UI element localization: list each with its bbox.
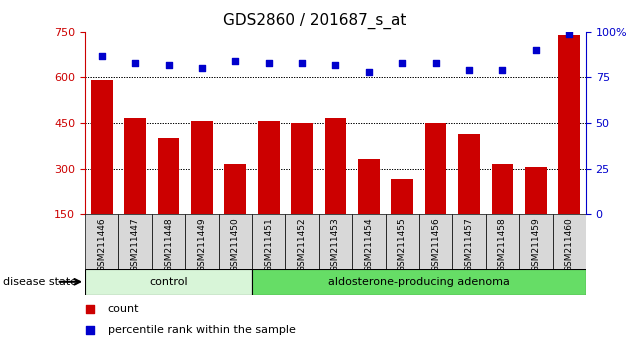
Text: GSM211456: GSM211456	[431, 217, 440, 272]
Point	[331, 62, 341, 68]
Point	[364, 69, 374, 75]
Bar	[324, 119, 346, 214]
Point	[397, 60, 407, 66]
Point	[464, 67, 474, 73]
Point	[564, 31, 575, 36]
Point	[197, 65, 207, 71]
Text: GSM211453: GSM211453	[331, 217, 340, 272]
Bar	[291, 123, 313, 214]
Text: GSM211448: GSM211448	[164, 217, 173, 272]
Bar	[519, 214, 553, 269]
Text: aldosterone-producing adenoma: aldosterone-producing adenoma	[328, 277, 510, 287]
Text: GSM211452: GSM211452	[297, 217, 307, 272]
Bar	[252, 214, 285, 269]
Text: control: control	[149, 277, 188, 287]
Point	[376, 27, 386, 33]
Point	[376, 220, 386, 225]
Bar	[419, 214, 452, 269]
Point	[97, 53, 107, 58]
Bar	[491, 164, 513, 214]
Bar	[91, 80, 113, 214]
Bar	[158, 138, 180, 214]
Bar	[358, 159, 380, 214]
Point	[431, 60, 441, 66]
Bar	[486, 214, 519, 269]
Point	[530, 47, 541, 53]
Bar	[224, 164, 246, 214]
Bar	[352, 214, 386, 269]
Text: GSM211450: GSM211450	[231, 217, 240, 272]
Bar	[386, 214, 419, 269]
Bar	[458, 134, 480, 214]
Bar	[124, 119, 146, 214]
Text: GSM211455: GSM211455	[398, 217, 407, 272]
Point	[263, 60, 273, 66]
Text: GSM211447: GSM211447	[130, 217, 140, 272]
Bar	[219, 214, 252, 269]
Bar	[558, 35, 580, 214]
Point	[231, 58, 241, 64]
Text: percentile rank within the sample: percentile rank within the sample	[108, 325, 295, 335]
Text: GDS2860 / 201687_s_at: GDS2860 / 201687_s_at	[223, 12, 407, 29]
Bar	[258, 121, 280, 214]
Text: GSM211458: GSM211458	[498, 217, 507, 272]
Text: GSM211449: GSM211449	[197, 217, 207, 272]
Bar	[185, 214, 219, 269]
Bar	[252, 269, 586, 295]
Bar	[152, 214, 185, 269]
Point	[164, 62, 174, 68]
Text: GSM211454: GSM211454	[364, 217, 374, 272]
Bar	[553, 214, 586, 269]
Text: GSM211446: GSM211446	[97, 217, 106, 272]
Bar	[319, 214, 352, 269]
Bar	[85, 214, 118, 269]
Text: count: count	[108, 304, 139, 314]
Text: disease state: disease state	[3, 277, 77, 287]
Bar	[391, 179, 413, 214]
Text: GSM211457: GSM211457	[464, 217, 474, 272]
Bar	[191, 121, 213, 214]
Bar	[85, 269, 252, 295]
Text: GSM211451: GSM211451	[264, 217, 273, 272]
Bar	[285, 214, 319, 269]
Point	[297, 60, 307, 66]
Text: GSM211459: GSM211459	[531, 217, 541, 272]
Point	[130, 60, 140, 66]
Point	[498, 67, 508, 73]
Text: GSM211460: GSM211460	[564, 217, 574, 272]
Bar	[425, 123, 447, 214]
Bar	[452, 214, 486, 269]
Bar	[118, 214, 152, 269]
Bar	[525, 167, 547, 214]
